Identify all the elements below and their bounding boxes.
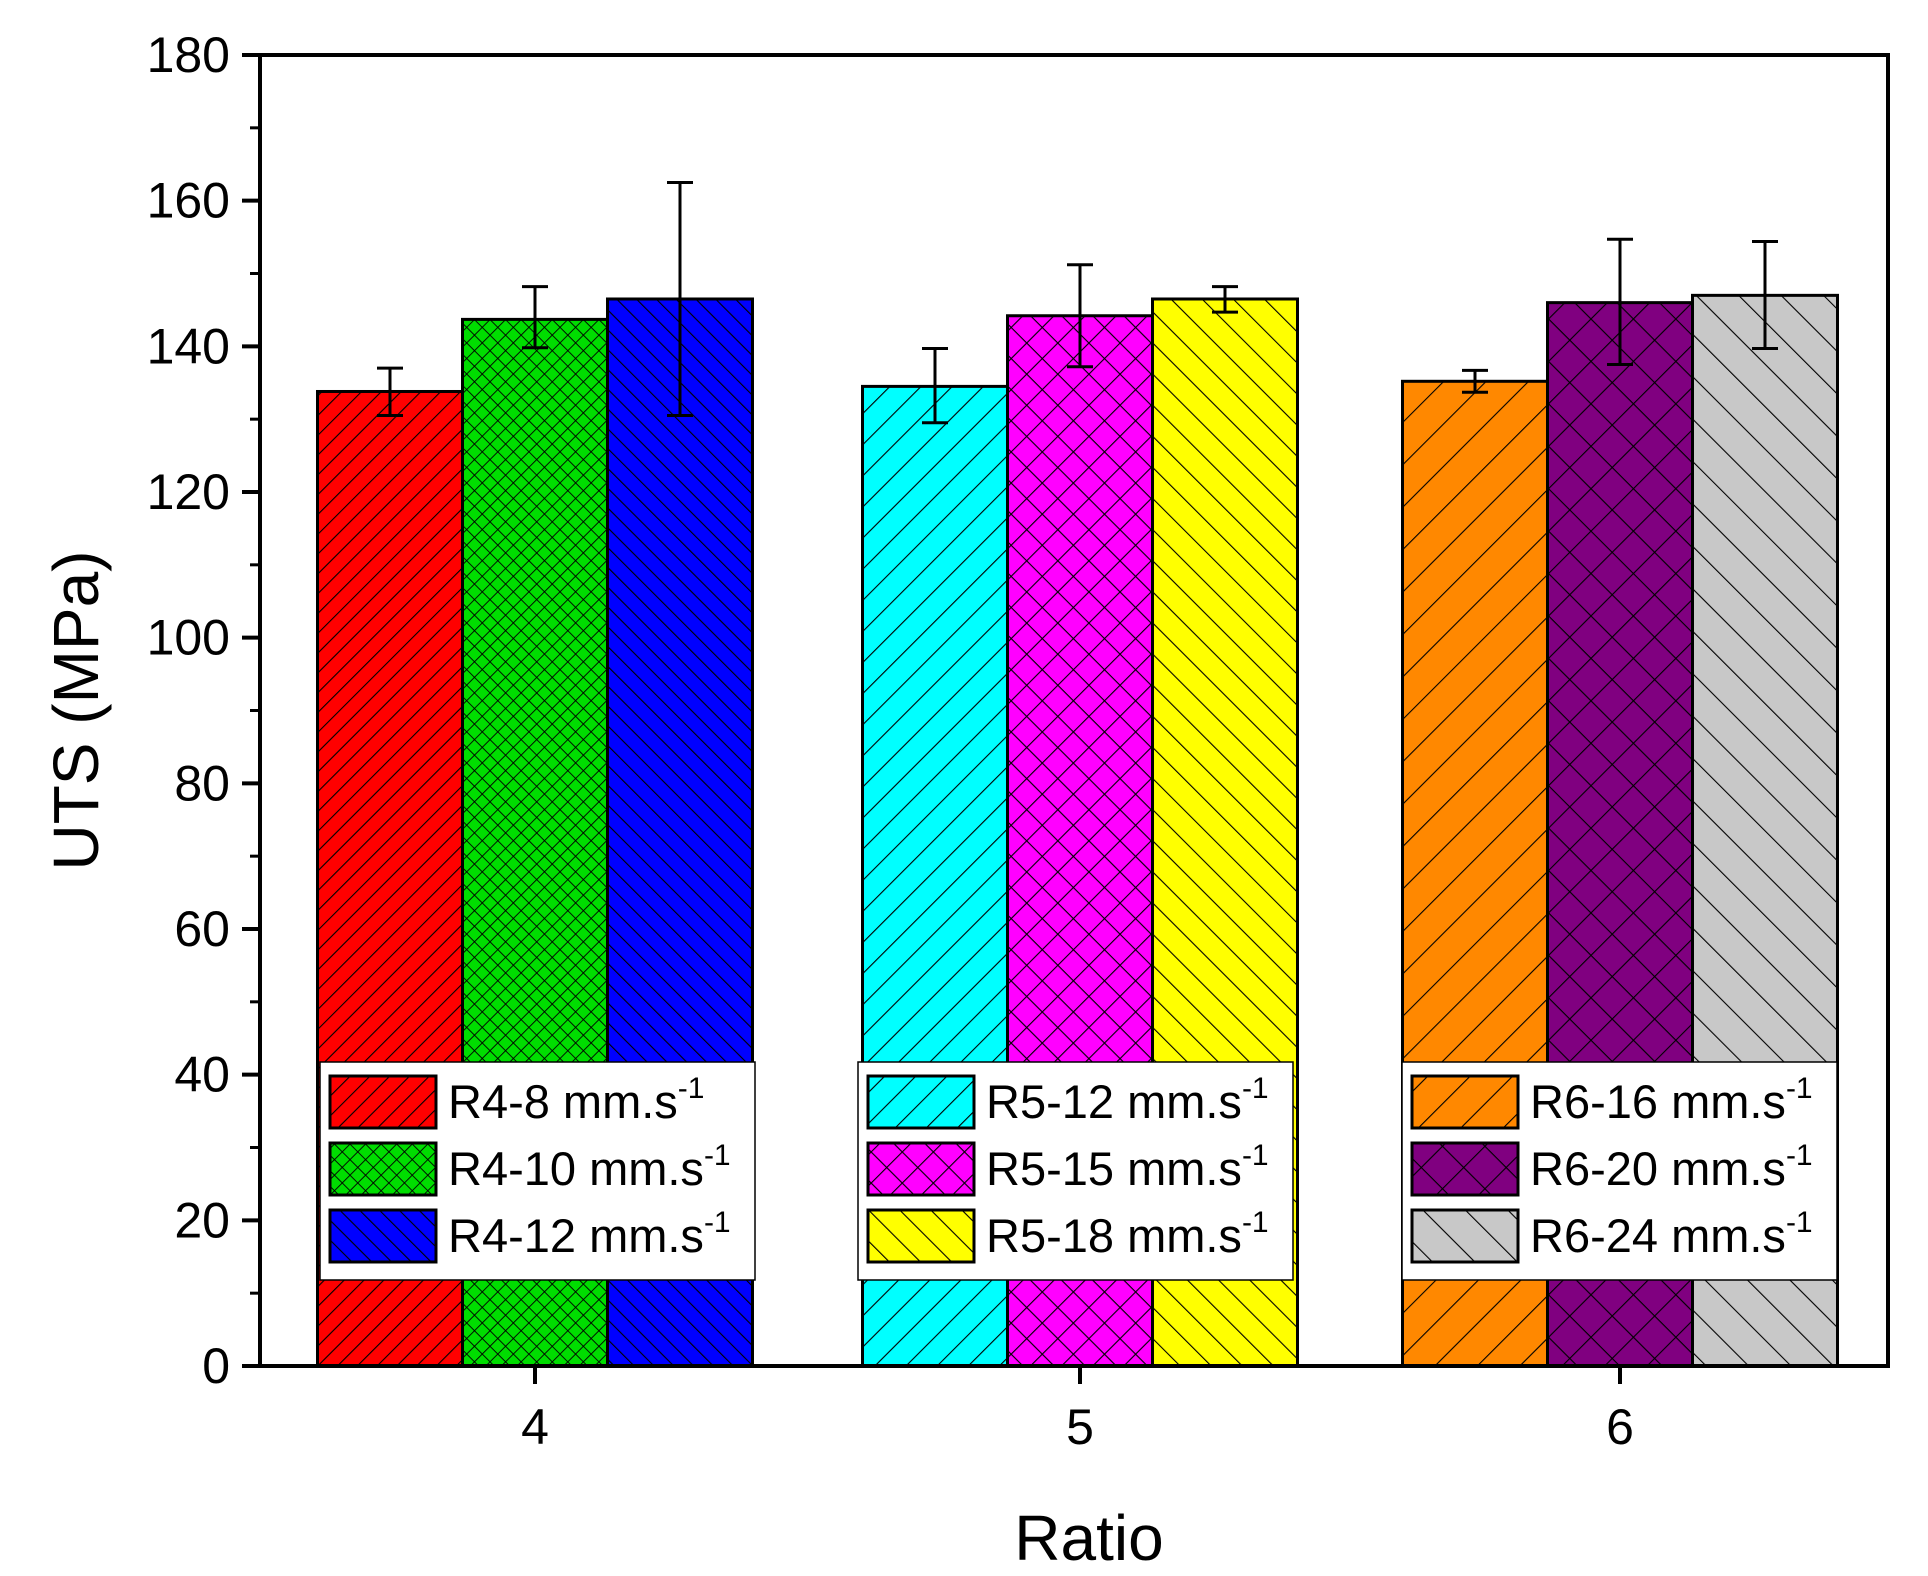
- error-bar: [922, 347, 948, 425]
- legend-swatch: [328, 1141, 438, 1197]
- y-tick-label: 160: [147, 173, 230, 229]
- legend-label-text: R6-24 mm.s: [1530, 1209, 1786, 1262]
- y-tick-label: 80: [174, 755, 230, 811]
- x-tick-label: 6: [1606, 1399, 1634, 1455]
- legend-unit-superscript: -1: [1242, 1206, 1269, 1239]
- legend-label-text: R4-8 mm.s: [448, 1075, 678, 1128]
- legend-layer: R4-8 mm.s-1R4-10 mm.s-1R4-12 mm.s-1R5-12…: [319, 1061, 1838, 1281]
- y-tick-label: 180: [147, 27, 230, 83]
- legend-label-text: R6-20 mm.s: [1530, 1142, 1786, 1195]
- legend-label-text: R4-12 mm.s: [448, 1209, 704, 1262]
- legend-label: R5-12 mm.s-1: [986, 1072, 1269, 1128]
- error-bars-layer: [377, 180, 1778, 425]
- legend-4: R4-8 mm.s-1R4-10 mm.s-1R4-12 mm.s-1: [319, 1061, 756, 1281]
- legend-swatch: [328, 1208, 438, 1264]
- legend-label: R6-16 mm.s-1: [1530, 1072, 1813, 1128]
- x-tick-label: 4: [521, 1399, 549, 1455]
- error-bar: [522, 285, 548, 350]
- x-axis: 4 5 6: [521, 1366, 1634, 1455]
- legend-label-text: R6-16 mm.s: [1530, 1075, 1786, 1128]
- legend-swatch: [866, 1074, 976, 1130]
- legend-unit-superscript: -1: [704, 1206, 731, 1239]
- legend-label-text: R5-15 mm.s: [986, 1142, 1242, 1195]
- legend-5: R5-12 mm.s-1R5-15 mm.s-1R5-18 mm.s-1: [857, 1061, 1294, 1281]
- legend-unit-superscript: -1: [1786, 1072, 1813, 1105]
- legend-label: R5-15 mm.s-1: [986, 1139, 1269, 1195]
- error-bar: [1212, 285, 1238, 314]
- legend-swatch: [328, 1074, 438, 1130]
- error-bar: [1462, 368, 1488, 394]
- legend-label-text: R5-18 mm.s: [986, 1209, 1242, 1262]
- legend-unit-superscript: -1: [704, 1139, 731, 1172]
- legend-label: R4-10 mm.s-1: [448, 1139, 731, 1195]
- legend-label: R5-18 mm.s-1: [986, 1206, 1269, 1262]
- legend-unit-superscript: -1: [1786, 1139, 1813, 1172]
- y-axis-title: UTS (MPa): [40, 551, 112, 871]
- legend-swatch: [1410, 1141, 1520, 1197]
- y-tick-label: 60: [174, 901, 230, 957]
- y-tick-label: 0: [202, 1338, 230, 1394]
- x-tick-label: 5: [1066, 1399, 1094, 1455]
- legend-unit-superscript: -1: [678, 1072, 705, 1105]
- legend-label: R6-24 mm.s-1: [1530, 1206, 1813, 1262]
- legend-label-text: R4-10 mm.s: [448, 1142, 704, 1195]
- legend-swatch: [1410, 1208, 1520, 1264]
- legend-6: R6-16 mm.s-1R6-20 mm.s-1R6-24 mm.s-1: [1401, 1061, 1838, 1281]
- legend-label: R4-12 mm.s-1: [448, 1206, 731, 1262]
- y-tick-label: 140: [147, 318, 230, 374]
- legend-label: R4-8 mm.s-1: [448, 1072, 704, 1128]
- legend-swatch: [866, 1141, 976, 1197]
- y-axis: 0 20 40 60 80 100 120 140 160 180: [147, 27, 260, 1394]
- legend-unit-superscript: -1: [1786, 1206, 1813, 1239]
- error-bar: [377, 366, 403, 418]
- legend-unit-superscript: -1: [1242, 1139, 1269, 1172]
- legend-label-text: R5-12 mm.s: [986, 1075, 1242, 1128]
- error-bar: [1607, 237, 1633, 367]
- legend-swatch: [1410, 1074, 1520, 1130]
- y-tick-label: 40: [174, 1047, 230, 1103]
- legend-unit-superscript: -1: [1242, 1072, 1269, 1105]
- error-bar: [667, 180, 693, 418]
- error-bar: [1752, 239, 1778, 351]
- legend-swatch: [866, 1208, 976, 1264]
- y-tick-label: 120: [147, 464, 230, 520]
- y-tick-label: 20: [174, 1192, 230, 1248]
- x-axis-title: Ratio: [1014, 1502, 1163, 1574]
- error-bar: [1067, 263, 1093, 369]
- legend-label: R6-20 mm.s-1: [1530, 1139, 1813, 1195]
- y-tick-label: 100: [147, 610, 230, 666]
